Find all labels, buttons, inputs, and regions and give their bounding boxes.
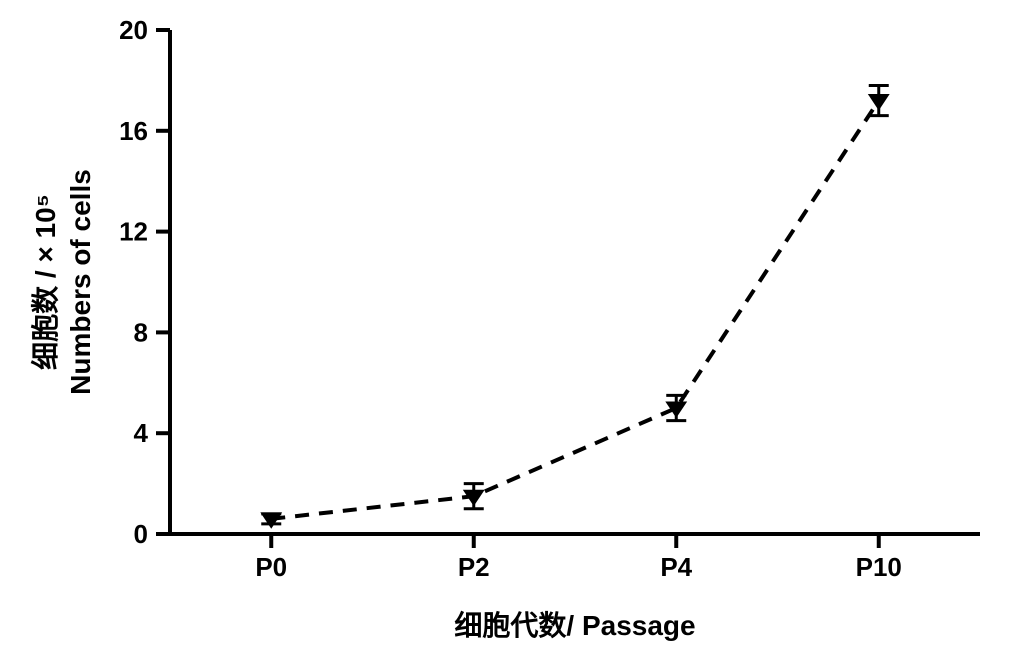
data-marker (869, 95, 889, 110)
x-tick-label: P2 (458, 552, 490, 582)
y-axis-label-line2: Numbers of cells (65, 169, 96, 395)
x-axis-label: 细胞代数/ Passage (454, 609, 695, 641)
chart-container: 0 4 8 12 16 20 P0 P2 P4 P10 细胞数 / × 10⁵ Numbers … (0, 0, 1030, 667)
y-axis-ticks: 0 4 8 12 16 20 (119, 15, 170, 549)
x-tick-label: P10 (856, 552, 902, 582)
x-tick-label: P0 (255, 552, 287, 582)
data-marker (261, 513, 281, 528)
y-axis-label-line1: 细胞数 / × 10⁵ (29, 194, 61, 370)
y-tick-label: 0 (134, 519, 148, 549)
data-line (271, 101, 879, 519)
error-bars (261, 85, 889, 523)
y-tick-label: 4 (134, 418, 149, 448)
y-tick-label: 16 (119, 116, 148, 146)
y-tick-label: 20 (119, 15, 148, 45)
data-markers (261, 95, 889, 528)
x-tick-label: P4 (660, 552, 692, 582)
chart-svg: 0 4 8 12 16 20 P0 P2 P4 P10 细胞数 / × 10⁵ Numbers … (0, 0, 1030, 667)
y-tick-label: 8 (134, 317, 148, 347)
x-axis-ticks: P0 P2 P4 P10 (255, 534, 902, 582)
y-tick-label: 12 (119, 217, 148, 247)
